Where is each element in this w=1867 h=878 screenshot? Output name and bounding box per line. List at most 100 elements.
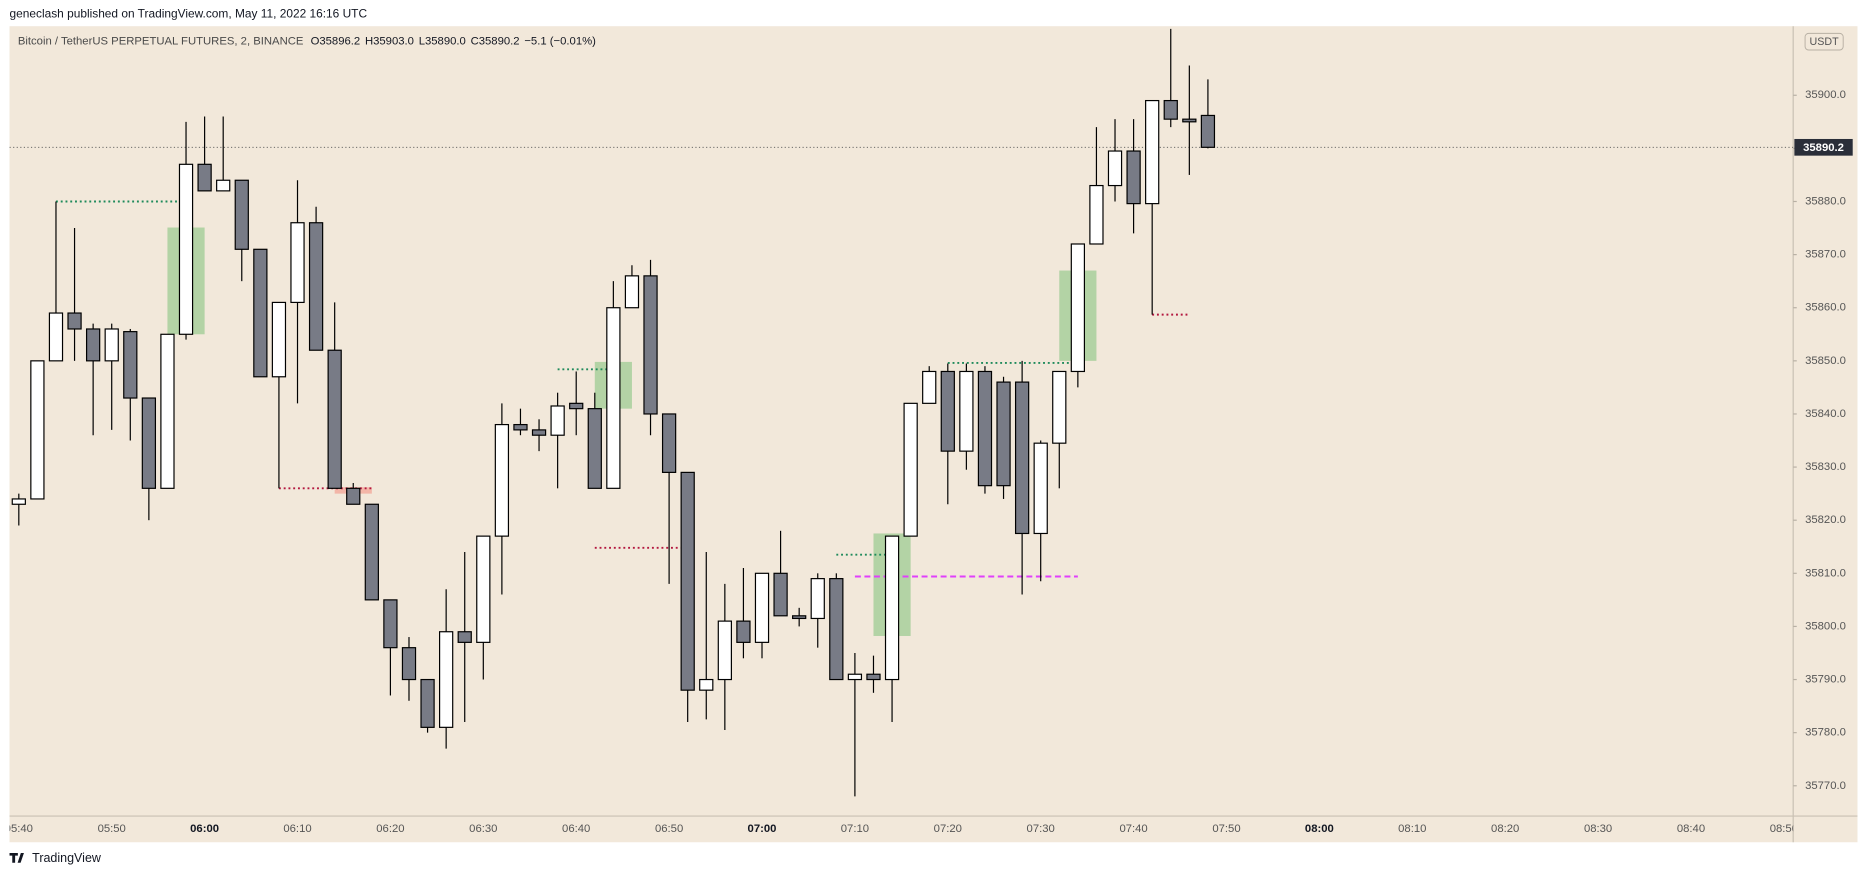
candle-body	[643, 275, 658, 415]
y-tick-label: 35900.0	[1805, 89, 1846, 101]
candle-body	[1163, 99, 1178, 120]
candle-body	[457, 631, 472, 643]
footer-brand: TradingView	[32, 851, 102, 865]
y-tick-label: 35780.0	[1805, 727, 1846, 739]
x-tick-label: 07:20	[934, 823, 962, 835]
x-tick-label: 06:40	[562, 823, 590, 835]
plot	[9, 28, 1794, 797]
y-tick-label: 35800.0	[1805, 620, 1846, 632]
x-tick-label: 05:40	[5, 823, 33, 835]
candle-body	[587, 408, 602, 489]
x-tick-label: 08:20	[1491, 823, 1519, 835]
y-tick-label: 35840.0	[1805, 408, 1846, 420]
x-tick-label: 06:00	[190, 823, 219, 835]
candle-body	[866, 673, 881, 681]
candle-body	[531, 429, 547, 436]
candle-body	[67, 312, 82, 330]
candle-body	[234, 179, 249, 250]
y-tick-label: 35820.0	[1805, 514, 1846, 526]
x-tick-label: 06:20	[376, 823, 404, 835]
candle-body	[903, 402, 918, 537]
y-tick-label: 35810.0	[1805, 567, 1846, 579]
candle-body	[847, 673, 863, 681]
y-tick-label: 35790.0	[1805, 674, 1846, 686]
y-tick-label: 35870.0	[1805, 249, 1846, 261]
candle-body	[104, 328, 119, 362]
currency-badge	[1804, 32, 1844, 51]
ohlc-value: C35890.2	[471, 36, 520, 48]
candle-body	[216, 179, 231, 192]
x-tick-label: 07:40	[1119, 823, 1147, 835]
candle-body	[1145, 99, 1160, 205]
candle-body	[624, 275, 640, 309]
candle-body	[699, 678, 714, 691]
candle-body	[85, 328, 101, 362]
candle-body	[754, 572, 770, 643]
x-tick-label: 05:50	[98, 823, 126, 835]
candle-body	[680, 471, 695, 691]
x-tick-label: 08:50	[1770, 823, 1798, 835]
candle-body	[1052, 370, 1067, 444]
ohlc-value: L35890.0	[419, 36, 466, 48]
candle-body	[550, 405, 565, 436]
candle-body	[1126, 150, 1141, 205]
ohlc-value: H35903.0	[365, 36, 414, 48]
candle-body	[308, 222, 324, 351]
x-tick-label: 06:10	[283, 823, 311, 835]
y-tick-label: 35880.0	[1805, 195, 1846, 207]
x-tick-label: 08:10	[1398, 823, 1426, 835]
candle-body	[383, 599, 398, 649]
candle-body	[476, 535, 491, 643]
candle-body	[48, 312, 64, 362]
y-tick-label: 35860.0	[1805, 302, 1846, 314]
candle-body	[1070, 243, 1086, 373]
x-tick-label: 07:00	[748, 823, 777, 835]
candle-body	[420, 678, 435, 728]
candle-body	[346, 487, 361, 505]
time-axis: 05:40 05:50 06:00 06:10 06:20 06:30 06:40 06:50…	[5, 823, 1798, 835]
candle-body	[141, 397, 157, 489]
candle-body	[829, 578, 844, 681]
ohlc-value: O35896.2	[311, 36, 361, 48]
candle-body	[513, 423, 528, 431]
x-tick-label: 07:10	[841, 823, 869, 835]
candle-body	[773, 572, 788, 617]
candle-body	[439, 631, 454, 728]
candle-body	[884, 535, 900, 681]
price-axis: 35770.0 35780.0 35790.0 35800.0 35810.0 35820…	[1793, 89, 1853, 792]
last-price-label-bg	[1794, 138, 1853, 156]
candle-body	[959, 370, 974, 452]
candle-body	[401, 647, 417, 681]
candle-body	[996, 381, 1011, 487]
candle-body	[1107, 150, 1123, 187]
currency: USDT	[1810, 36, 1840, 48]
y-tick-label: 35830.0	[1805, 461, 1846, 473]
candle-body	[569, 402, 584, 410]
x-tick-label: 06:50	[655, 823, 683, 835]
candle-body	[606, 307, 621, 489]
published-note: geneclash published on TradingView.com, …	[10, 6, 368, 20]
x-tick-label: 07:30	[1027, 823, 1055, 835]
candle-body	[1033, 442, 1048, 535]
last-price-label: 35890.2	[1803, 142, 1844, 154]
candle-body	[364, 503, 379, 601]
candle-body	[810, 578, 825, 620]
candle-body	[922, 370, 937, 404]
candle-body	[940, 370, 955, 452]
candle-body	[977, 370, 993, 487]
candle-body	[1014, 381, 1030, 535]
x-tick-label: 06:30	[469, 823, 497, 835]
x-tick-label: 08:00	[1305, 823, 1334, 835]
logo-mark	[9, 852, 24, 863]
candle-body	[160, 333, 175, 489]
candle-body	[11, 498, 26, 505]
candle-body	[178, 163, 194, 335]
candle-body	[327, 349, 342, 489]
x-tick-label: 08:30	[1584, 823, 1612, 835]
candle-body	[661, 413, 677, 473]
candle-body	[717, 620, 732, 681]
y-tick-label: 35770.0	[1805, 780, 1846, 792]
x-tick-label: 07:50	[1212, 823, 1240, 835]
